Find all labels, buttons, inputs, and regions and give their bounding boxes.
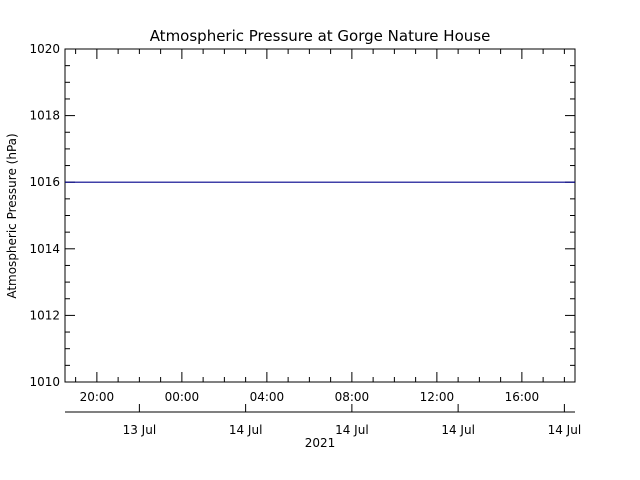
x-axis-time: 20:00 00:00 04:00 08:00 12:00 16:00 bbox=[75, 49, 565, 404]
date-tick-label: 14 Jul bbox=[548, 423, 582, 437]
x-tick-label: 04:00 bbox=[250, 390, 285, 404]
y-axis: 1010 1012 1014 1016 1018 1020 bbox=[29, 42, 575, 389]
y-tick-label: 1016 bbox=[29, 175, 60, 189]
chart-title: Atmospheric Pressure at Gorge Nature Hou… bbox=[150, 27, 491, 45]
y-tick-label: 1010 bbox=[29, 375, 60, 389]
x-tick-label: 00:00 bbox=[165, 390, 200, 404]
plot-frame bbox=[64, 48, 576, 383]
y-tick-label: 1014 bbox=[29, 242, 60, 256]
date-tick-label: 14 Jul bbox=[441, 423, 475, 437]
x-tick-label: 08:00 bbox=[335, 390, 370, 404]
x-tick-label: 12:00 bbox=[420, 390, 455, 404]
x-axis-date: 13 Jul 14 Jul 14 Jul 14 Jul 14 Jul bbox=[123, 404, 582, 437]
date-tick-label: 14 Jul bbox=[229, 423, 263, 437]
x-tick-label: 16:00 bbox=[505, 390, 540, 404]
x-axis-label: 2021 bbox=[305, 436, 336, 450]
date-tick-label: 13 Jul bbox=[123, 423, 157, 437]
y-tick-label: 1018 bbox=[29, 109, 60, 123]
y-axis-label: Atmospheric Pressure (hPa) bbox=[5, 133, 19, 298]
date-tick-label: 14 Jul bbox=[335, 423, 369, 437]
y-tick-label: 1020 bbox=[29, 42, 60, 56]
y-tick-label: 1012 bbox=[29, 308, 60, 322]
x-tick-label: 20:00 bbox=[80, 390, 115, 404]
